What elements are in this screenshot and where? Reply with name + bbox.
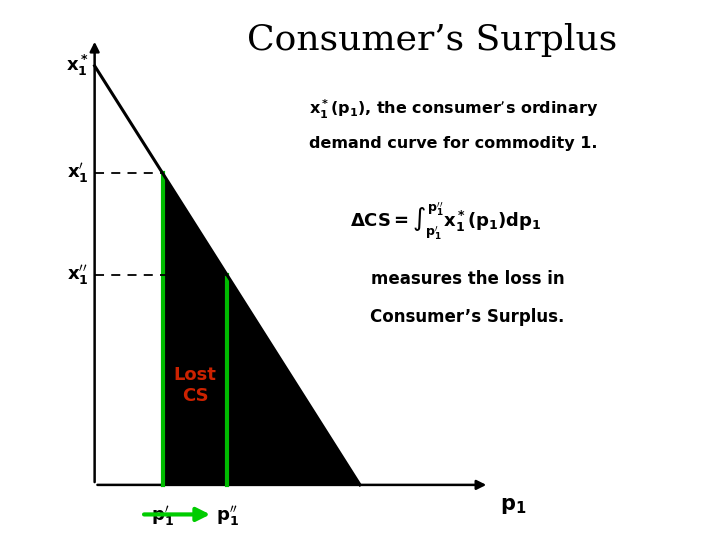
Text: $\mathbf{p_1^{\prime\prime}}$: $\mathbf{p_1^{\prime\prime}}$: [216, 504, 239, 528]
Text: $\mathbf{p_1}$: $\mathbf{p_1}$: [500, 496, 526, 516]
Text: measures the loss in: measures the loss in: [371, 270, 564, 288]
Text: Lost
CS: Lost CS: [174, 366, 217, 405]
Text: demand curve for commodity 1.: demand curve for commodity 1.: [309, 136, 598, 151]
Text: $\mathbf{\Delta CS = \int_{p_1^{\prime}}^{p_1^{\prime\prime}} x_1^*(p_1)dp_1}$: $\mathbf{\Delta CS = \int_{p_1^{\prime}}…: [350, 200, 542, 242]
Text: $\mathbf{p_1'}$: $\mathbf{p_1'}$: [151, 504, 174, 528]
Text: $\mathbf{x_1^*}$: $\mathbf{x_1^*}$: [66, 53, 89, 78]
Text: Consumer’s Surplus.: Consumer’s Surplus.: [370, 308, 564, 326]
Text: $\mathbf{x_1^{\prime\prime}}$: $\mathbf{x_1^{\prime\prime}}$: [67, 264, 89, 287]
Polygon shape: [163, 173, 360, 485]
Text: $\mathbf{x_1^*(p_1)}$, the consumer’s ordinary: $\mathbf{x_1^*(p_1)}$, the consumer’s or…: [309, 98, 598, 122]
Text: $\mathbf{x_1'}$: $\mathbf{x_1'}$: [67, 161, 89, 185]
Text: Consumer’s Surplus: Consumer’s Surplus: [246, 23, 617, 57]
